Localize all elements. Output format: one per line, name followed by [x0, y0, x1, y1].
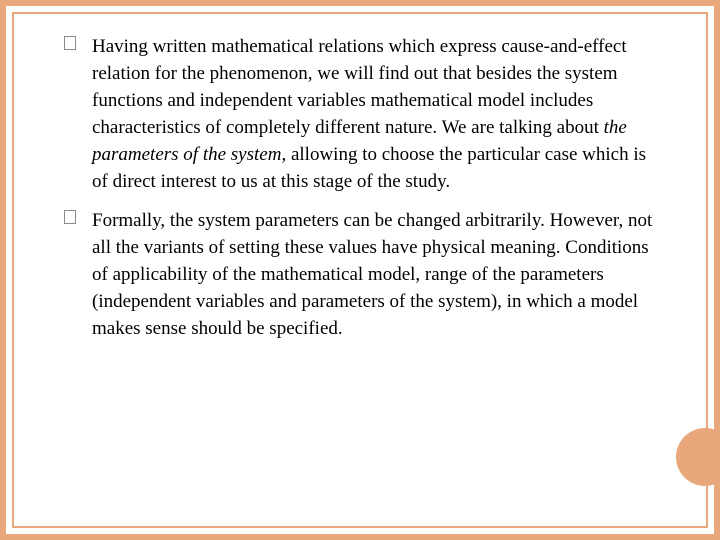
bullet-icon [64, 36, 76, 50]
decorative-circle [676, 428, 720, 486]
bullet-list: Having written mathematical relations wh… [64, 34, 666, 343]
bullet-text-pre: Having written mathematical relations wh… [92, 36, 627, 138]
bullet-icon [64, 210, 76, 224]
bullet-text-pre: Formally, the system parameters can be c… [92, 210, 652, 339]
outer-frame: Having written mathematical relations wh… [6, 6, 714, 534]
list-item: Having written mathematical relations wh… [64, 34, 666, 196]
inner-frame: Having written mathematical relations wh… [12, 12, 708, 528]
list-item: Formally, the system parameters can be c… [64, 208, 666, 343]
